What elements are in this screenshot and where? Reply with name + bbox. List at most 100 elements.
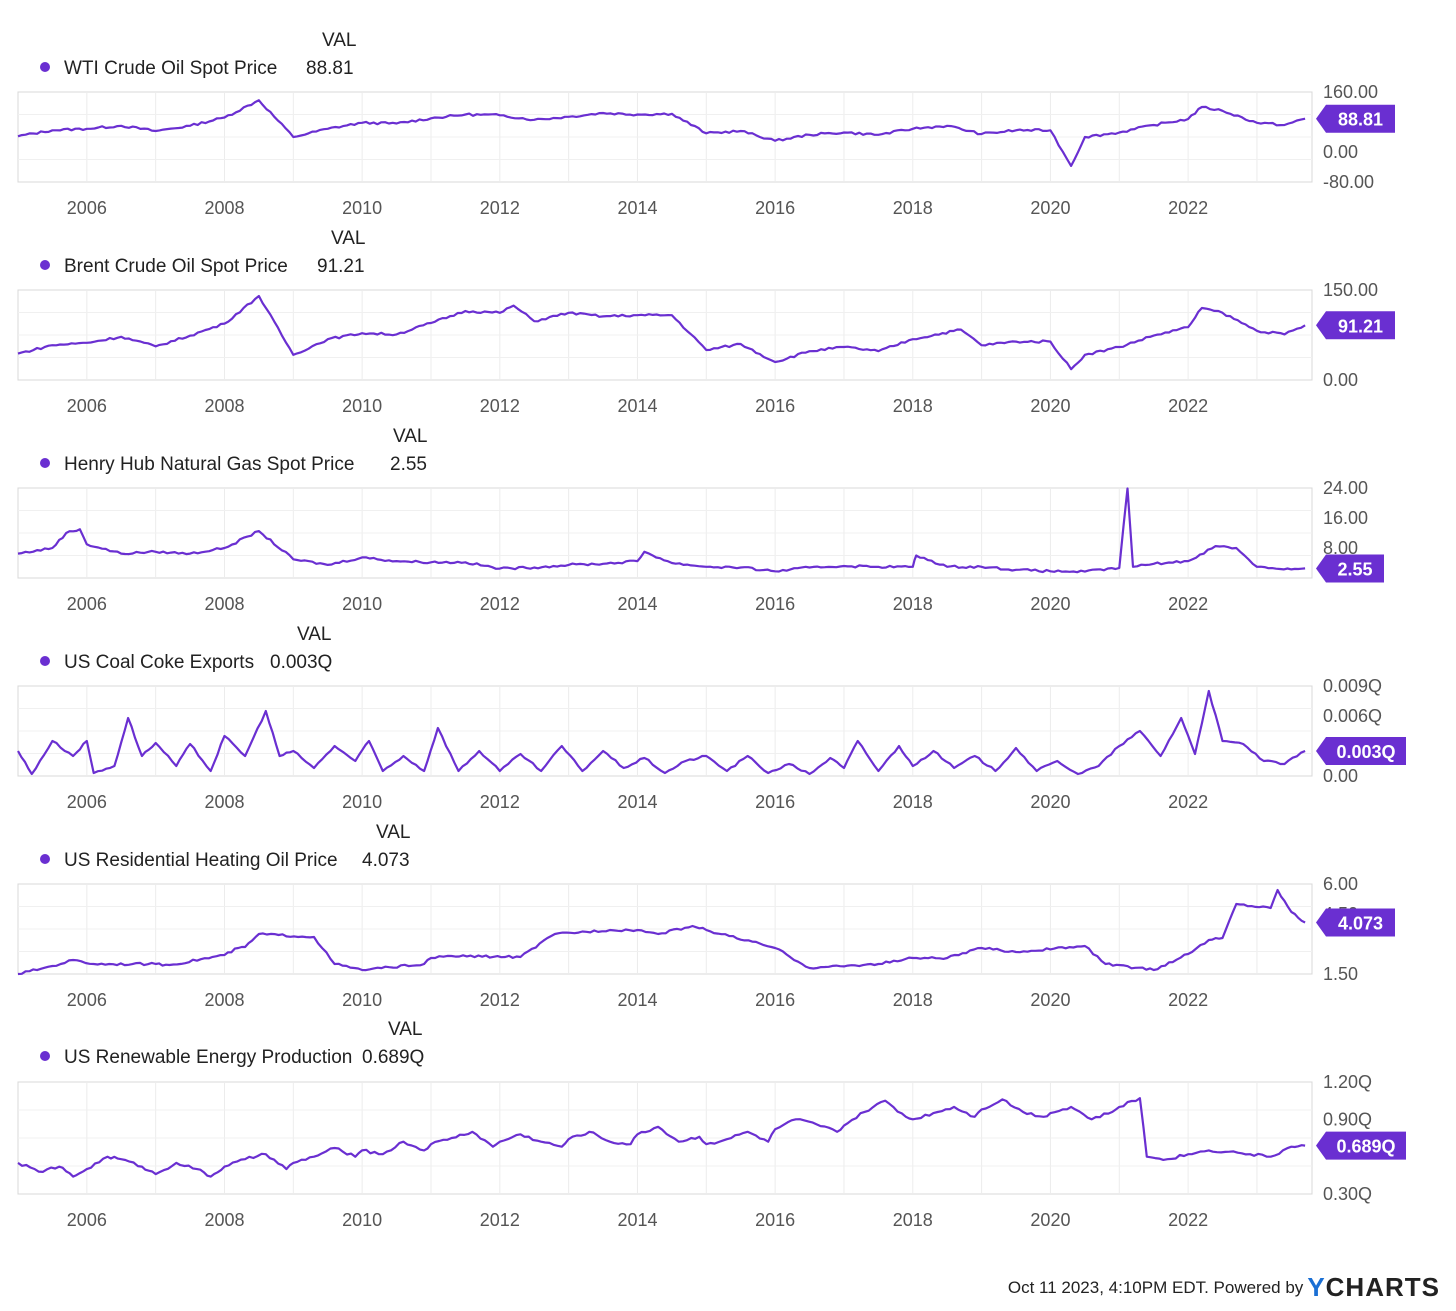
legend-dot-icon xyxy=(40,1050,50,1061)
series-line xyxy=(17,689,1306,776)
x-tick-label: 2012 xyxy=(480,1210,520,1230)
legend-dot-icon xyxy=(40,457,50,468)
value-column-header: VAL xyxy=(331,228,366,249)
x-tick-label: 2018 xyxy=(893,792,933,812)
x-tick-label: 2008 xyxy=(204,792,244,812)
x-tick-label: 2006 xyxy=(67,990,107,1010)
x-tick-label: 2008 xyxy=(204,396,244,416)
chart-panel-coal-coke: VAL US Coal Coke Exports 0.003Q 0.009Q 0.… xyxy=(17,624,1406,812)
legend-dot-icon xyxy=(40,61,50,72)
x-tick-label: 2010 xyxy=(342,1210,382,1230)
latest-value-tag xyxy=(1316,554,1384,583)
x-tick-label: 2014 xyxy=(617,1210,657,1230)
legend-series-name: WTI Crude Oil Spot Price xyxy=(64,58,278,79)
y-tick-label: 160.00 xyxy=(1323,82,1378,102)
y-tick-label: -80.00 xyxy=(1323,172,1374,192)
latest-value-tag-label: 0.003Q xyxy=(1336,742,1395,762)
series-line xyxy=(17,888,1306,976)
legend-series-name: Brent Crude Oil Spot Price xyxy=(64,256,288,277)
x-tick-label: 2010 xyxy=(342,396,382,416)
x-tick-label: 2022 xyxy=(1168,990,1208,1010)
x-tick-label: 2006 xyxy=(67,396,107,416)
x-tick-label: 2018 xyxy=(893,594,933,614)
x-tick-label: 2014 xyxy=(617,396,657,416)
x-tick-label: 2008 xyxy=(204,1210,244,1230)
chart-panel-henry-hub: VAL Henry Hub Natural Gas Spot Price 2.5… xyxy=(0,0,1456,620)
x-tick-label: 2006 xyxy=(67,198,107,218)
x-tick-label: 2012 xyxy=(480,792,520,812)
x-tick-label: 2018 xyxy=(893,990,933,1010)
y-tick-label: 0.009Q xyxy=(1323,676,1382,696)
legend-dot-icon xyxy=(40,655,50,666)
chart-3: 0.009Q 0.006Q 0.003Q 0.00 2006 2008 2010 2012 20… xyxy=(17,676,1406,812)
legend-series-name: US Renewable Energy Production xyxy=(64,1047,353,1068)
y-tick-label: 1.20Q xyxy=(1323,1072,1372,1092)
x-tick-label: 2010 xyxy=(342,792,382,812)
x-tick-label: 2018 xyxy=(893,198,933,218)
legend-item-brent[interactable]: Brent Crude Oil Spot Price xyxy=(40,256,288,278)
ycharts-logo[interactable]: YCHARTS xyxy=(1307,1272,1440,1302)
legend-item-coal-coke[interactable]: US Coal Coke Exports xyxy=(40,652,254,674)
chart-2: 24.00 16.00 8.00 2006 2008 2010 2012 2014 2016 20… xyxy=(17,478,1384,614)
y-tick-label: 150.00 xyxy=(1323,280,1378,300)
latest-value-tag xyxy=(1316,311,1395,340)
chart-panel-renewable: VAL US Renewable Energy Production 0.689… xyxy=(17,1019,1406,1230)
y-tick-label: 16.00 xyxy=(1323,508,1368,528)
latest-value-tag-label: 88.81 xyxy=(1338,110,1383,130)
legend-series-name: US Residential Heating Oil Price xyxy=(64,850,338,871)
latest-value-tag xyxy=(1316,737,1406,765)
x-tick-label: 2016 xyxy=(755,396,795,416)
chart-0: 160.00 0.00 -80.00 2006 2008 2010 2012 2014 2016… xyxy=(17,82,1395,218)
x-tick-label: 2014 xyxy=(617,990,657,1010)
latest-value-tag-label: 4.073 xyxy=(1338,914,1383,934)
latest-value-tag-label: 91.21 xyxy=(1338,316,1383,336)
x-tick-label: 2006 xyxy=(67,594,107,614)
value-column-header: VAL xyxy=(393,426,428,447)
x-tick-label: 2016 xyxy=(755,594,795,614)
y-tick-label: 0.00 xyxy=(1323,766,1358,786)
legend-latest-value: 0.689Q xyxy=(362,1047,425,1068)
legend-latest-value: 0.003Q xyxy=(270,652,333,673)
legend-item-renewable[interactable]: US Renewable Energy Production xyxy=(40,1047,352,1069)
y-tick-label: 0.00 xyxy=(1323,370,1358,390)
series-line xyxy=(17,1097,1306,1178)
x-tick-label: 2022 xyxy=(1168,396,1208,416)
x-tick-label: 2020 xyxy=(1030,1210,1070,1230)
x-tick-label: 2014 xyxy=(617,594,657,614)
latest-value-tag xyxy=(1316,908,1395,937)
x-tick-label: 2010 xyxy=(342,990,382,1010)
x-tick-label: 2006 xyxy=(67,1210,107,1230)
y-tick-label: 1.50 xyxy=(1323,964,1358,984)
value-column-header: VAL xyxy=(322,30,357,51)
legend-latest-value: 88.81 xyxy=(306,58,354,79)
x-tick-label: 2016 xyxy=(755,990,795,1010)
x-tick-label: 2012 xyxy=(480,990,520,1010)
y-tick-label: 24.00 xyxy=(1323,478,1368,498)
x-tick-label: 2010 xyxy=(342,198,382,218)
latest-value-tag xyxy=(1316,104,1395,133)
y-tick-label: 8.00 xyxy=(1323,538,1358,558)
x-tick-label: 2016 xyxy=(755,792,795,812)
x-tick-label: 2020 xyxy=(1030,198,1070,218)
series-line xyxy=(17,487,1306,574)
x-tick-label: 2022 xyxy=(1168,1210,1208,1230)
legend-item-heating-oil[interactable]: US Residential Heating Oil Price xyxy=(40,850,338,872)
legend-item-wti[interactable]: WTI Crude Oil Spot Price xyxy=(40,58,277,80)
y-tick-label: 6.00 xyxy=(1323,874,1358,894)
value-column-header: VAL xyxy=(376,822,411,843)
y-tick-label: 0.90Q xyxy=(1323,1109,1372,1129)
series-line xyxy=(17,99,1306,167)
latest-value-tag-label: 2.55 xyxy=(1337,559,1372,579)
x-tick-label: 2022 xyxy=(1168,792,1208,812)
y-tick-label: 0.00 xyxy=(1323,142,1358,162)
chart-panel-wti: VAL WTI Crude Oil Spot Price 88.81 160.0… xyxy=(0,0,1456,220)
legend-item-henry-hub[interactable]: Henry Hub Natural Gas Spot Price xyxy=(40,454,354,476)
x-tick-label: 2018 xyxy=(893,1210,933,1230)
legend-latest-value: 91.21 xyxy=(317,256,365,277)
y-tick-label: 0.30Q xyxy=(1323,1184,1372,1204)
x-tick-label: 2016 xyxy=(755,198,795,218)
footer: Oct 11 2023, 4:10PM EDT. Powered by YCHA… xyxy=(1008,1272,1440,1303)
legend-latest-value: 2.55 xyxy=(390,454,427,475)
latest-value-tag-label: 0.689Q xyxy=(1336,1137,1395,1157)
legend-series-name: Henry Hub Natural Gas Spot Price xyxy=(64,454,355,475)
